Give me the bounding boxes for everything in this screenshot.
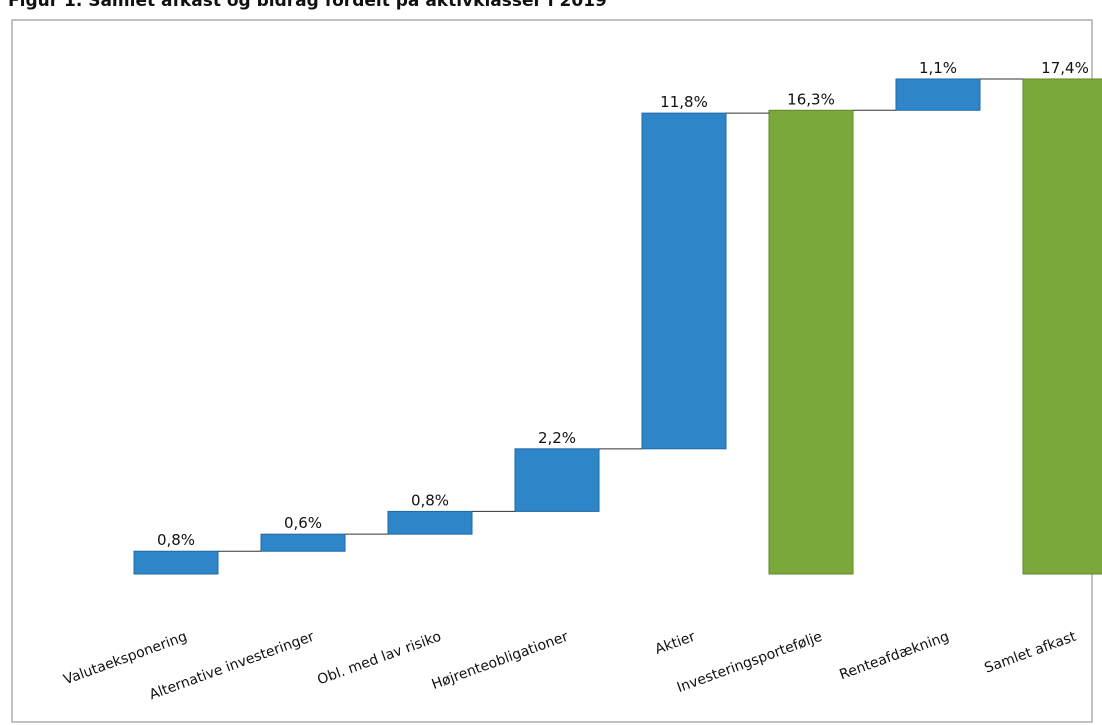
value-label-alternative-investeringer: 0,6% xyxy=(284,514,322,532)
bar-investeringsportefolje xyxy=(768,109,854,575)
bar-renteafdaekning xyxy=(895,78,981,111)
value-label-hojrenteobligationer: 2,2% xyxy=(538,429,576,447)
value-label-renteafdaekning: 1,1% xyxy=(919,59,957,77)
category-label-investeringsportefolje: Investeringsportefølje xyxy=(675,629,824,696)
value-label-aktier: 11,8% xyxy=(660,93,708,111)
value-labels-group: 0,8% 0,6% 0,8% 2,2% 11,8% 16,3% 1,1% 17,4% xyxy=(157,59,1089,549)
value-label-samlet-afkast: 17,4% xyxy=(1041,59,1089,77)
bar-alternative-investeringer xyxy=(260,533,346,552)
bar-hojrenteobligationer xyxy=(514,448,600,512)
category-label-samlet-afkast: Samlet afkast xyxy=(982,629,1078,677)
category-label-obl-med-lav-risiko: Obl. med lav risiko xyxy=(315,629,443,689)
value-label-investeringsportefolje: 16,3% xyxy=(787,90,835,108)
value-label-valutaeksponering: 0,8% xyxy=(157,531,195,549)
bars-group xyxy=(133,78,1102,575)
category-label-aktier: Aktier xyxy=(653,629,698,658)
category-label-hojrenteobligationer: Højrenteobligationer xyxy=(430,629,571,693)
chart-frame xyxy=(11,19,1093,723)
bar-obl-med-lav-risiko xyxy=(387,510,473,535)
bar-aktier xyxy=(641,112,727,450)
bar-samlet-afkast xyxy=(1022,78,1102,575)
category-label-renteafdaekning: Renteafdækning xyxy=(837,629,951,684)
value-label-obl-med-lav-risiko: 0,8% xyxy=(411,491,449,509)
connectors-group xyxy=(218,78,1023,552)
figure-title: Figur 1. Samlet afkast og bidrag fordelt… xyxy=(8,0,607,11)
bar-valutaeksponering xyxy=(133,550,219,575)
